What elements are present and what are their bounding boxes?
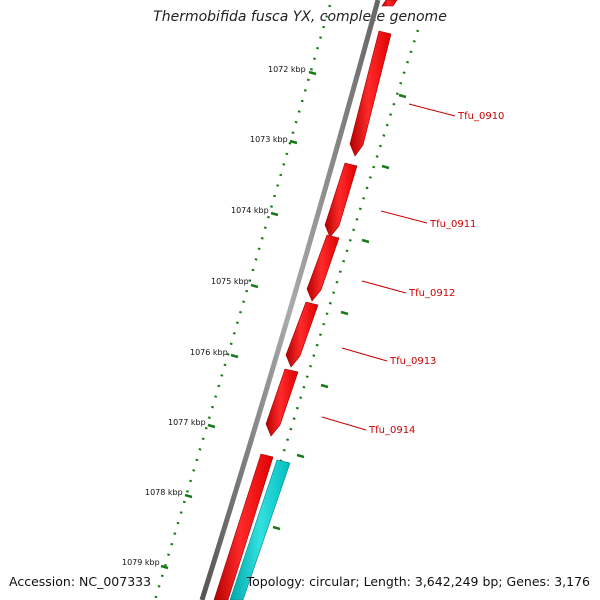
scale-label: 1077 kbp <box>168 418 206 427</box>
gene-label[interactable]: Tfu_0912 <box>408 288 455 299</box>
gene-block[interactable] <box>285 301 319 368</box>
gene-label[interactable]: Tfu_0914 <box>368 425 415 436</box>
scale-label: 1072 kbp <box>268 65 306 74</box>
scale-label: 1078 kbp <box>145 488 183 497</box>
gene-block[interactable] <box>306 234 340 302</box>
gene-block-reverse[interactable] <box>229 459 291 600</box>
scale-label: 1075 kbp <box>211 277 249 286</box>
gene-label[interactable]: Tfu_0910 <box>457 111 504 122</box>
gene-block[interactable] <box>381 0 398 7</box>
accession-text: Accession: NC_007333 <box>9 574 152 589</box>
scale-label: 1076 kbp <box>190 348 228 357</box>
outer-ring-ticks <box>272 93 407 531</box>
gene-labels: Tfu_0910 Tfu_0911 Tfu_0912 Tfu_0913 Tfu_… <box>368 111 504 436</box>
callout-lines <box>321 103 456 431</box>
scale-label: 1073 kbp <box>250 135 288 144</box>
gene-block[interactable] <box>265 368 299 437</box>
scale-label: 1079 kbp <box>122 558 160 567</box>
scale-label: 1074 kbp <box>231 206 269 215</box>
gene-block[interactable] <box>349 30 392 157</box>
inner-dotted-ring <box>153 4 332 600</box>
scale-labels: 1072 kbp 1073 kbp 1074 kbp 1075 kbp 1076… <box>122 65 306 567</box>
forward-genes <box>213 0 398 600</box>
gene-label[interactable]: Tfu_0911 <box>429 219 476 230</box>
inner-ring-ticks <box>160 70 317 570</box>
genome-backbone <box>199 0 381 600</box>
genome-summary-text: Topology: circular; Length: 3,642,249 bp… <box>246 574 590 589</box>
gene-block[interactable] <box>213 453 274 600</box>
gene-label[interactable]: Tfu_0913 <box>389 356 436 367</box>
gene-block[interactable] <box>324 162 358 238</box>
